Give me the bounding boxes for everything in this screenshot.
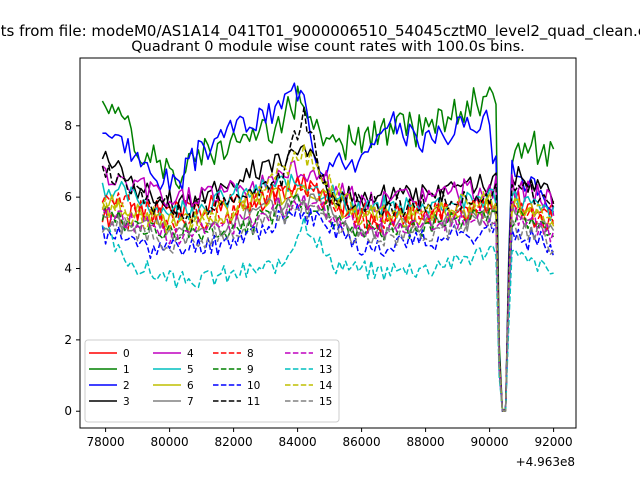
- x-tick-label: 80000: [151, 435, 189, 449]
- series-line-14: [101, 143, 555, 412]
- x-tick-label: 84000: [279, 435, 317, 449]
- y-tick-label: 2: [64, 333, 72, 347]
- series-line-11: [101, 106, 555, 412]
- series-line-12: [101, 193, 555, 412]
- x-tick-label: 78000: [87, 435, 125, 449]
- legend-label-1: 1: [123, 364, 130, 376]
- legend-label-11: 11: [247, 396, 260, 408]
- legend-label-12: 12: [319, 348, 332, 360]
- legend-label-13: 13: [319, 364, 332, 376]
- legend-label-9: 9: [247, 364, 254, 376]
- legend-label-7: 7: [187, 396, 194, 408]
- x-tick-label: 88000: [407, 435, 445, 449]
- legend-box: [84, 339, 340, 423]
- x-tick-label: 82000: [215, 435, 253, 449]
- legend-label-4: 4: [187, 348, 194, 360]
- y-tick-label: 4: [64, 262, 72, 276]
- series-line-4: [101, 160, 555, 412]
- legend-label-10: 10: [247, 380, 260, 392]
- legend-label-0: 0: [123, 348, 130, 360]
- legend-label-5: 5: [187, 364, 194, 376]
- chart-suptitle: Plots from file: modeM0/AS1A14_041T01_90…: [0, 22, 640, 41]
- y-tick-label: 8: [64, 119, 72, 133]
- series-line-1: [101, 85, 555, 411]
- x-tick-label: 92000: [535, 435, 573, 449]
- y-tick-label: 0: [64, 404, 72, 418]
- series-line-2: [102, 82, 555, 411]
- x-tick-label: 90000: [471, 435, 509, 449]
- plot-frame: [79, 57, 577, 429]
- legend-label-15: 15: [319, 396, 332, 408]
- legend-label-3: 3: [123, 396, 130, 408]
- series-line-15: [101, 198, 555, 412]
- legend-label-14: 14: [319, 380, 333, 392]
- y-tick-label: 6: [64, 190, 72, 204]
- x-tick-label: 86000: [343, 435, 381, 449]
- legend-label-2: 2: [123, 380, 130, 392]
- legend-label-6: 6: [187, 380, 194, 392]
- series-line-10: [101, 202, 555, 412]
- x-offset-label: +4.963e8: [516, 455, 575, 469]
- chart-title: Quadrant 0 module wise count rates with …: [131, 39, 525, 55]
- series-line-13: [101, 216, 554, 412]
- legend-label-8: 8: [247, 348, 254, 360]
